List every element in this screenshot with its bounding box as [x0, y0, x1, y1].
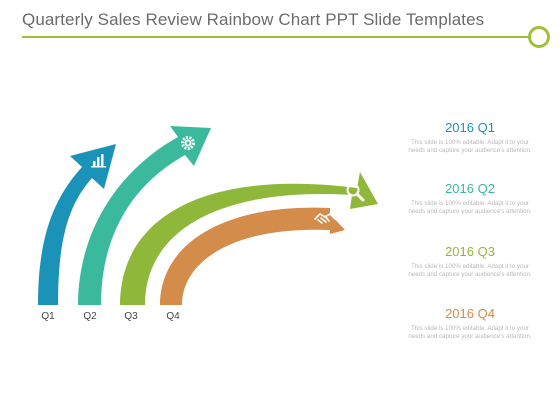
- title-underline: [22, 36, 530, 38]
- panel-q2-text: This slide is 100% editable. Adapt it to…: [408, 200, 532, 215]
- gear-icon: [181, 136, 195, 150]
- quarter-label-q3: Q3: [124, 311, 138, 322]
- arrow-q4: [160, 207, 345, 305]
- panel-q1-heading: 2016 Q1: [445, 120, 495, 135]
- arrow-q1: [38, 144, 116, 305]
- bar-chart-icon: [91, 154, 106, 168]
- quarter-label-q1: Q1: [41, 311, 55, 322]
- quarter-label-q2: Q2: [83, 311, 97, 322]
- title-circle-ornament: [528, 26, 550, 48]
- panel-q2: 2016 Q2 This slide is 100% editable. Ada…: [408, 181, 532, 216]
- handshake-icon: [314, 213, 336, 224]
- panel-q3: 2016 Q3 This slide is 100% editable. Ada…: [408, 244, 532, 279]
- panel-q3-heading: 2016 Q3: [445, 244, 495, 259]
- panel-q4-heading: 2016 Q4: [445, 306, 495, 321]
- quarter-label-q4: Q4: [166, 311, 180, 322]
- arrow-q2: [78, 126, 211, 305]
- slide-title: Quarterly Sales Review Rainbow Chart PPT…: [22, 10, 485, 29]
- panel-q4-text: This slide is 100% editable. Adapt it to…: [408, 325, 532, 340]
- arrow-q3: [120, 172, 378, 305]
- panel-q4: 2016 Q4 This slide is 100% editable. Ada…: [408, 306, 532, 341]
- panel-q1-text: This slide is 100% editable. Adapt it to…: [408, 139, 532, 154]
- panel-q1: 2016 Q1 This slide is 100% editable. Ada…: [408, 120, 532, 155]
- magnifier-icon: [346, 183, 365, 202]
- panel-q2-heading: 2016 Q2: [445, 181, 495, 196]
- panel-q3-text: This slide is 100% editable. Adapt it to…: [408, 263, 532, 278]
